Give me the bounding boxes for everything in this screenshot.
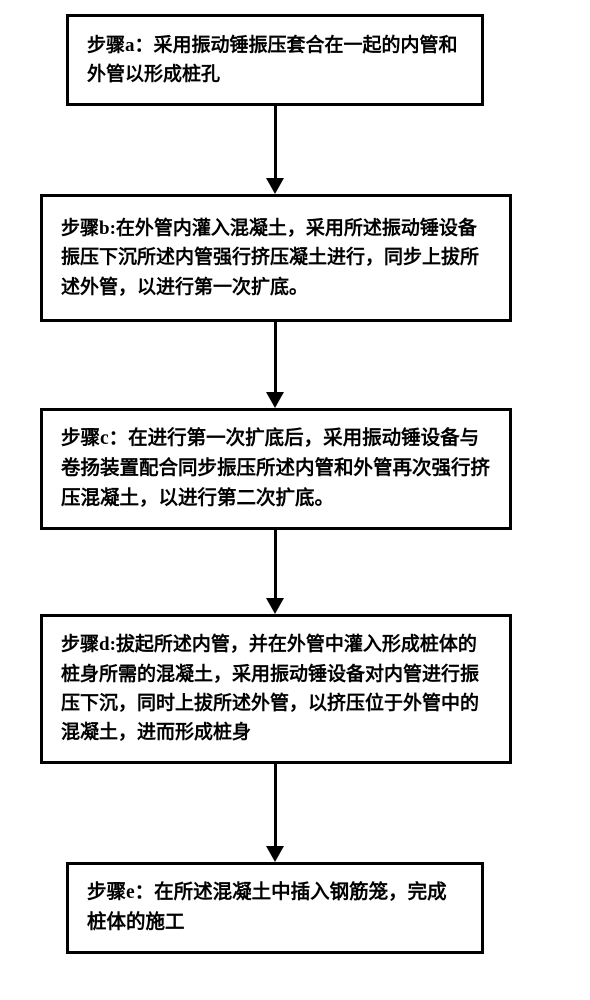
step-e-text: 步骤e：在所述混凝土中插入钢筋笼，完成桩体的施工 [87, 878, 463, 938]
arrow-head-icon [266, 392, 284, 408]
step-b-box: 步骤b:在外管内灌入混凝土，采用所述振动锤设备振压下沉所述内管强行挤压凝土进行，… [40, 194, 512, 322]
arrow-line [274, 106, 277, 178]
step-d-text: 步骤d:拔起所述内管，并在外管中灌入形成桩体的桩身所需的混凝土，采用振动锤设备对… [61, 630, 491, 748]
step-a-box: 步骤a：采用振动锤振压套合在一起的内管和外管以形成桩孔 [66, 14, 484, 106]
step-d-box: 步骤d:拔起所述内管，并在外管中灌入形成桩体的桩身所需的混凝土，采用振动锤设备对… [40, 614, 512, 764]
arrow-head-icon [266, 846, 284, 862]
step-a-text: 步骤a：采用振动锤振压套合在一起的内管和外管以形成桩孔 [87, 31, 463, 90]
arrow-head-icon [266, 178, 284, 194]
step-c-box: 步骤c：在进行第一次扩底后，采用振动锤设备与卷扬装置配合同步振压所述内管和外管再… [40, 408, 512, 530]
step-b-text: 步骤b:在外管内灌入混凝土，采用所述振动锤设备振压下沉所述内管强行挤压凝土进行，… [61, 214, 491, 302]
arrow-line [274, 530, 277, 598]
step-c-text: 步骤c：在进行第一次扩底后，采用振动锤设备与卷扬装置配合同步振压所述内管和外管再… [61, 424, 491, 515]
arrow-head-icon [266, 598, 284, 614]
arrow-line [274, 322, 277, 392]
step-e-box: 步骤e：在所述混凝土中插入钢筋笼，完成桩体的施工 [66, 862, 484, 954]
arrow-line [274, 764, 277, 846]
